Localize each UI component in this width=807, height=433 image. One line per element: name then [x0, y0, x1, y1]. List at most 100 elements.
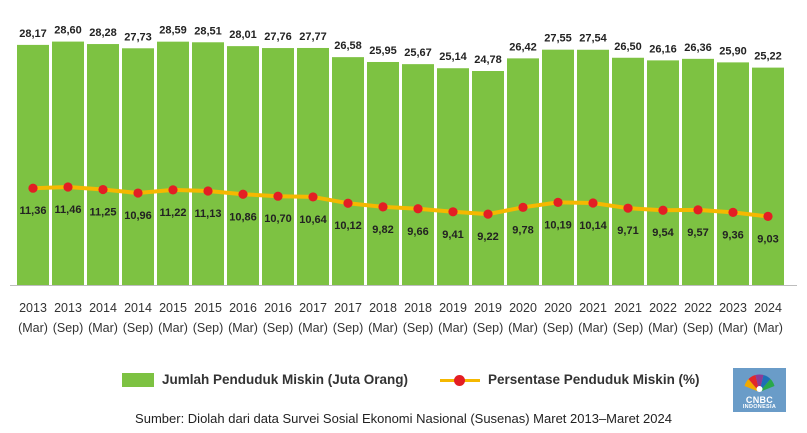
bar-value-label: 27,76	[264, 31, 292, 43]
x-tick-year: 2018	[404, 301, 432, 315]
line-value-label: 10,19	[544, 219, 572, 231]
x-tick-period: (Sep)	[193, 321, 224, 335]
x-tick-period: (Sep)	[683, 321, 714, 335]
x-tick-year: 2023	[719, 301, 747, 315]
x-tick-period: (Mar)	[648, 321, 678, 335]
line-value-label: 9,41	[442, 229, 463, 241]
legend: Jumlah Penduduk Miskin (Juta Orang) Pers…	[0, 372, 807, 394]
x-tick-period: (Mar)	[438, 321, 468, 335]
x-tick-period: (Sep)	[403, 321, 434, 335]
logo-subtext: INDONESIA	[742, 404, 777, 410]
bar-value-label: 25,95	[369, 45, 397, 57]
bar	[752, 67, 784, 285]
x-tick-year: 2017	[299, 301, 327, 315]
x-tick-period: (Sep)	[53, 321, 84, 335]
bar	[437, 68, 469, 285]
x-tick-year: 2022	[684, 301, 712, 315]
line-marker	[98, 184, 108, 195]
line-marker	[623, 203, 633, 213]
bar	[682, 58, 714, 285]
line-marker	[448, 207, 458, 217]
bar	[87, 44, 119, 285]
bar	[17, 44, 49, 285]
line-marker	[308, 192, 318, 202]
bar	[297, 47, 329, 285]
line-marker	[378, 202, 388, 212]
bar-value-label: 28,51	[194, 25, 222, 37]
line-value-label: 9,03	[757, 233, 778, 245]
legend-line-label: Persentase Penduduk Miskin (%)	[488, 372, 700, 387]
bar-value-label: 25,67	[404, 47, 432, 59]
bar	[192, 42, 224, 286]
line-value-label: 9,82	[372, 224, 393, 236]
x-tick-year: 2020	[509, 301, 537, 315]
x-tick-period: (Mar)	[508, 321, 538, 335]
x-tick-period: (Mar)	[298, 321, 328, 335]
line-marker	[168, 185, 178, 195]
x-tick-period: (Mar)	[88, 321, 118, 335]
legend-bar-label: Jumlah Penduduk Miskin (Juta Orang)	[162, 372, 409, 387]
line-value-label: 11,46	[55, 204, 82, 216]
line-marker	[483, 209, 493, 219]
line-value-label: 9,78	[512, 224, 533, 236]
line-value-label: 9,71	[617, 225, 638, 237]
line-value-label: 9,22	[477, 231, 498, 243]
line-value-label: 10,12	[334, 220, 362, 232]
line-value-label: 11,13	[195, 208, 222, 220]
line-value-label: 9,36	[722, 229, 743, 241]
x-tick-year: 2013	[54, 301, 82, 315]
bar-value-label: 26,58	[334, 40, 362, 52]
cnbc-indonesia-logo: CNBC INDONESIA	[733, 368, 786, 412]
x-tick-year: 2013	[19, 301, 47, 315]
bar-value-label: 28,28	[89, 27, 117, 39]
x-tick-year: 2014	[89, 301, 117, 315]
x-tick-year: 2019	[474, 301, 502, 315]
line-value-label: 9,57	[687, 227, 708, 239]
x-tick-year: 2016	[229, 301, 257, 315]
x-tick-period: (Sep)	[263, 321, 294, 335]
line-value-label: 11,25	[90, 207, 117, 219]
bar-value-label: 24,78	[474, 54, 502, 66]
x-tick-year: 2017	[334, 301, 362, 315]
bar-value-label: 27,55	[544, 33, 572, 45]
line-value-label: 10,96	[124, 210, 152, 222]
x-axis-ticks: 2013 (Mar) 2013 (Sep) 2014 (Mar) 2014 (Sep) 2015…	[18, 301, 783, 335]
x-tick-year: 2020	[544, 301, 572, 315]
line-marker	[343, 198, 353, 208]
line-value-label: 10,14	[579, 220, 607, 232]
x-tick-period: (Sep)	[333, 321, 364, 335]
line-marker	[728, 207, 738, 218]
bars-layer: 28,17 28,60 28,28 27,73 28,59 28,51 28,01 27,76…	[17, 25, 784, 286]
line-marker	[553, 197, 563, 207]
x-tick-period: (Mar)	[718, 321, 748, 335]
legend-item-bars: Jumlah Penduduk Miskin (Juta Orang)	[122, 372, 408, 387]
line-value-label: 9,66	[407, 226, 428, 238]
bar	[262, 48, 294, 285]
bar-value-label: 27,77	[299, 31, 327, 43]
x-tick-year: 2014	[124, 301, 152, 315]
line-marker	[413, 204, 423, 214]
line-marker	[203, 186, 213, 196]
bar-value-label: 28,59	[159, 25, 187, 37]
bar	[52, 41, 84, 285]
bar-value-label: 25,14	[439, 51, 467, 63]
x-tick-period: (Mar)	[753, 321, 783, 335]
x-tick-period: (Mar)	[578, 321, 608, 335]
line-marker	[63, 182, 73, 192]
bar	[507, 58, 539, 285]
line-value-label: 11,36	[20, 205, 47, 217]
legend-line-swatch	[440, 373, 480, 387]
line-marker	[133, 188, 143, 198]
x-tick-year: 2024	[754, 301, 782, 315]
bar	[647, 60, 679, 286]
line-layer: 11,36 11,46 11,25 10,96 11,22 11,13 10,86 10,70…	[20, 182, 779, 245]
bar-value-label: 25,90	[719, 45, 747, 57]
bar-value-label: 28,17	[19, 28, 47, 40]
line-marker	[588, 198, 598, 208]
line-value-label: 9,54	[652, 227, 674, 239]
bar	[577, 49, 609, 285]
x-tick-year: 2021	[579, 301, 607, 315]
line-value-label: 10,86	[229, 211, 257, 223]
bar	[612, 57, 644, 286]
x-tick-period: (Mar)	[368, 321, 398, 335]
